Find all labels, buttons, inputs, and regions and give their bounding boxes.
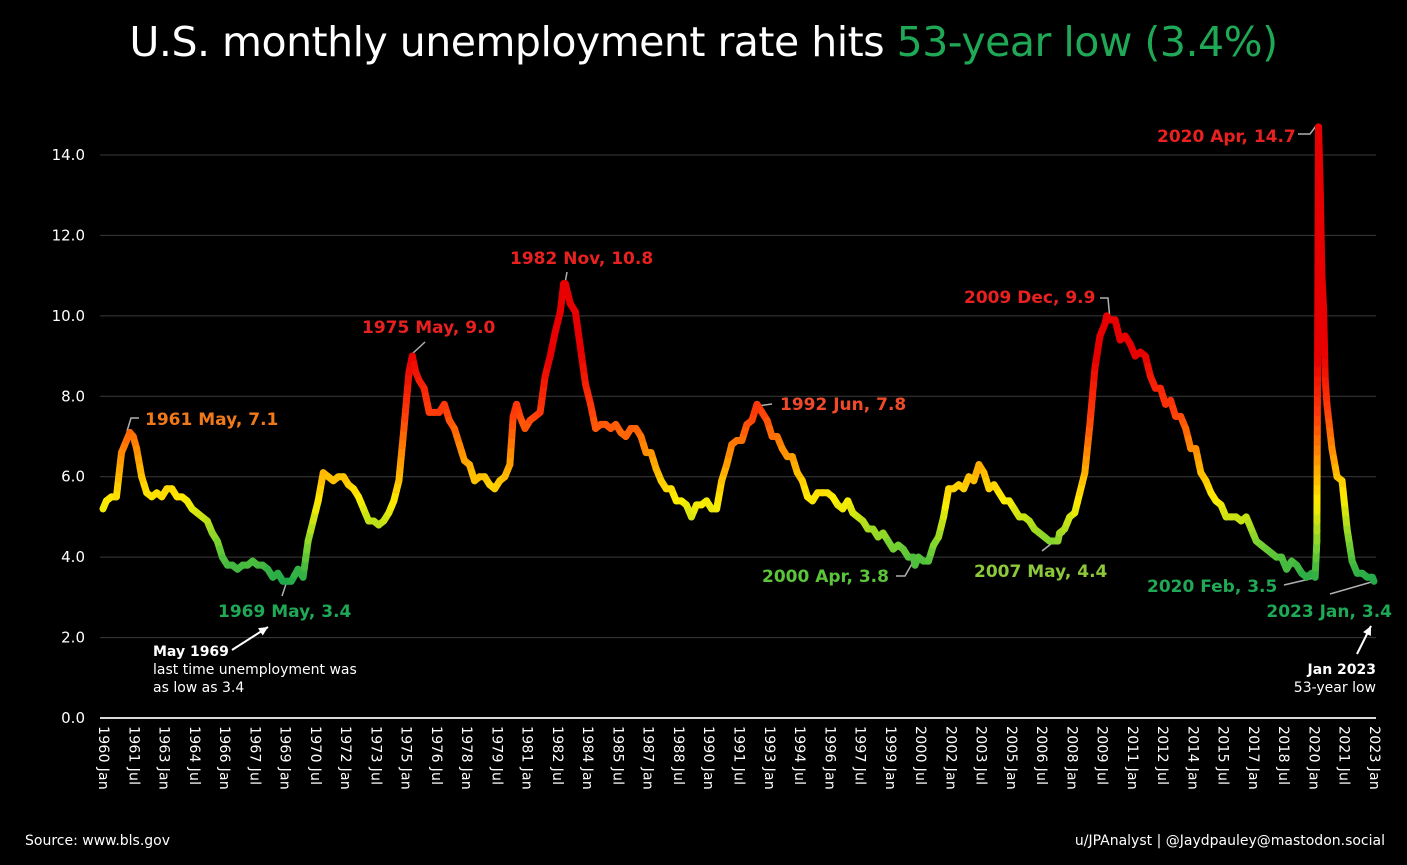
- x-tick-label: 1978 Jan: [458, 726, 475, 791]
- y-tick-label: 8.0: [61, 387, 85, 405]
- x-tick-label: 1973 Jul: [367, 726, 384, 786]
- x-tick-label: 1984 Jan: [579, 726, 596, 791]
- x-tick-label: 2002 Jan: [942, 726, 959, 791]
- x-tick-label: 2021 Jul: [1335, 726, 1352, 786]
- note-may-1969: May 1969 last time unemployment was as l…: [153, 643, 357, 697]
- x-tick-label: 1994 Jul: [791, 726, 808, 786]
- x-tick-label: 2014 Jan: [1184, 726, 1201, 791]
- data-annotation: 1992 Jun, 7.8: [780, 395, 907, 415]
- note-line: 53-year low: [1293, 680, 1376, 696]
- x-tick-label: 2017 Jan: [1244, 726, 1261, 791]
- x-tick-label: 2008 Jan: [1063, 726, 1080, 791]
- title-highlight: 53-year low (3.4%): [896, 18, 1278, 66]
- x-tick-label: 1993 Jan: [760, 726, 777, 791]
- chart-title: U.S. monthly unemployment rate hits 53-y…: [0, 18, 1407, 66]
- annotation-leader: [1298, 125, 1317, 135]
- annotation-leader: [126, 417, 139, 432]
- data-annotation: 1961 May, 7.1: [145, 410, 279, 430]
- x-tick-label: 2003 Jul: [972, 726, 989, 786]
- annotation-leader: [411, 341, 426, 355]
- x-tick-label: 1985 Jul: [609, 726, 626, 786]
- x-tick-label: 1988 Jul: [669, 726, 686, 786]
- x-tick-label: 2000 Jul: [912, 726, 929, 786]
- y-tick-label: 12.0: [52, 226, 85, 244]
- line-segment: [1368, 573, 1378, 585]
- y-tick-label: 0.0: [61, 709, 85, 727]
- y-tick-label: 10.0: [52, 307, 85, 325]
- arrowhead-icon: [258, 627, 268, 636]
- x-tick-label: 1970 Jul: [306, 726, 323, 786]
- y-tick-label: 4.0: [61, 548, 85, 566]
- data-annotation: 2000 Apr, 3.8: [762, 567, 889, 587]
- annotation-leader: [896, 561, 914, 577]
- x-tick-label: 2018 Jul: [1275, 726, 1292, 786]
- note-heading: Jan 2023: [1307, 662, 1376, 678]
- x-tick-label: 2011 Jan: [1123, 726, 1140, 791]
- x-tick-label: 1972 Jan: [337, 726, 354, 791]
- x-tick-label: 1961 Jul: [125, 726, 142, 786]
- title-prefix: U.S. monthly unemployment rate hits: [129, 18, 897, 66]
- x-tick-label: 2012 Jul: [1154, 726, 1171, 786]
- data-annotation: 2009 Dec, 9.9: [964, 288, 1096, 308]
- x-tick-label: 1996 Jan: [821, 726, 838, 791]
- x-tick-label: 1997 Jul: [851, 726, 868, 786]
- y-tick-label: 14.0: [52, 146, 85, 164]
- x-tick-label: 1982 Jul: [548, 726, 565, 786]
- x-tick-label: 1979 Jul: [488, 726, 505, 786]
- x-tick-label: 1981 Jan: [518, 726, 535, 791]
- x-tick-label: 1976 Jul: [427, 726, 444, 786]
- y-tick-label: 6.0: [61, 468, 85, 486]
- x-tick-label: 1967 Jul: [246, 726, 263, 786]
- x-tick-label: 1990 Jan: [700, 726, 717, 791]
- x-tick-label: 1975 Jan: [397, 726, 414, 791]
- x-tick-label: 2015 Jul: [1214, 726, 1231, 786]
- data-annotation: 2023 Jan, 3.4: [1266, 602, 1392, 622]
- x-tick-label: 1991 Jul: [730, 726, 747, 786]
- note-heading: May 1969: [153, 644, 229, 660]
- x-tick-label: 2009 Jul: [1093, 726, 1110, 786]
- x-tick-label: 1969 Jan: [276, 726, 293, 791]
- x-tick-label: 1964 Jul: [185, 726, 202, 786]
- source-text: Source: www.bls.gov: [25, 833, 171, 849]
- x-tick-label: 1987 Jan: [639, 726, 656, 791]
- data-annotation: 2007 May, 4.4: [974, 562, 1108, 582]
- arrowhead-icon: [1363, 626, 1371, 636]
- annotation-leader: [1329, 580, 1376, 595]
- credit-text: u/JPAnalyst | @Jaydpauley@mastodon.socia…: [1074, 833, 1385, 849]
- data-annotation: 1975 May, 9.0: [362, 318, 496, 338]
- note-line: last time unemployment was: [153, 662, 357, 678]
- data-annotation: 1969 May, 3.4: [218, 602, 352, 622]
- x-tick-label: 2005 Jan: [1002, 726, 1019, 791]
- x-tick-label: 2023 Jan: [1366, 726, 1382, 791]
- x-tick-label: 1963 Jan: [155, 726, 172, 791]
- x-tick-label: 2020 Jan: [1305, 726, 1322, 791]
- data-annotation: 2020 Feb, 3.5: [1147, 577, 1278, 597]
- data-annotation: 2020 Apr, 14.7: [1157, 127, 1296, 147]
- note-line: as low as 3.4: [153, 680, 245, 696]
- annotation-leader: [1100, 297, 1111, 321]
- note-jan-2023: Jan 2023 53-year low: [1294, 661, 1376, 697]
- x-tick-label: 1966 Jan: [216, 726, 233, 791]
- x-tick-label: 1999 Jan: [881, 726, 898, 791]
- x-tick-label: 2006 Jul: [1033, 726, 1050, 786]
- y-tick-label: 2.0: [61, 629, 85, 647]
- data-annotation: 1982 Nov, 10.8: [510, 249, 654, 269]
- x-tick-label: 1960 Jan: [95, 726, 111, 791]
